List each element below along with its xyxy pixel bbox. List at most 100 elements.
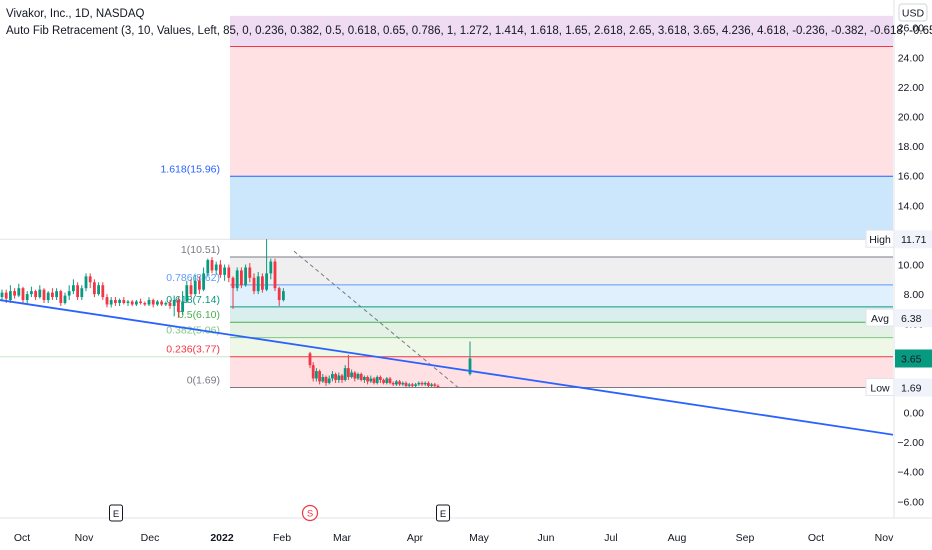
y-tick-label: −2.00	[897, 437, 924, 449]
candle	[189, 285, 193, 295]
candle	[17, 288, 21, 296]
symbol-title[interactable]: Vivakor, Inc., 1D, NASDAQ	[6, 8, 145, 20]
candle	[420, 382, 424, 385]
avg-badge-label: Avg	[871, 313, 889, 325]
candle	[130, 301, 134, 305]
trend-line	[0, 299, 894, 436]
earnings-event-icon[interactable]	[436, 504, 450, 522]
candle	[407, 384, 411, 386]
candle	[177, 300, 180, 312]
earnings-event-label: E	[440, 509, 446, 520]
candle	[369, 378, 373, 382]
candle	[109, 300, 113, 305]
split-event-label: S	[307, 509, 313, 520]
candle	[404, 382, 408, 386]
candle	[80, 288, 84, 298]
candle	[160, 301, 163, 305]
candle	[51, 292, 54, 298]
candle	[337, 375, 341, 380]
fib-zone	[230, 46, 893, 177]
candle	[143, 302, 147, 305]
candle	[311, 365, 315, 379]
candle	[172, 300, 176, 306]
candle	[427, 382, 430, 386]
candle	[198, 280, 201, 290]
candle	[244, 267, 247, 286]
fib-zone	[230, 356, 893, 388]
low-badge-label-box	[865, 378, 895, 396]
candle	[359, 374, 363, 380]
candle	[114, 300, 117, 303]
y-tick-label: 26.00	[898, 23, 924, 35]
candle	[46, 292, 50, 301]
candle	[366, 376, 369, 382]
candle	[414, 384, 417, 386]
candle	[282, 291, 285, 301]
fib-zone	[230, 256, 893, 285]
candle	[327, 378, 331, 383]
earnings-event-icon[interactable]	[109, 504, 123, 522]
fib-level-label: 0.5(6.10)	[178, 309, 220, 321]
candle	[382, 379, 385, 383]
candle	[347, 368, 350, 377]
currency-box	[898, 3, 928, 22]
candle	[401, 382, 405, 385]
candle	[156, 301, 159, 305]
candle	[30, 291, 33, 295]
candle	[423, 382, 427, 385]
high-badge-value: 11.71	[901, 234, 927, 246]
candle	[122, 300, 126, 303]
fib-zone	[230, 15, 893, 47]
candle	[398, 381, 401, 385]
y-tick-label: 18.00	[898, 141, 924, 153]
candle	[185, 285, 189, 302]
split-event-icon[interactable]	[301, 504, 319, 522]
candle	[436, 385, 440, 388]
candle	[118, 300, 121, 303]
x-tick-label: Feb	[273, 532, 291, 544]
candle	[231, 277, 235, 289]
candle	[411, 384, 414, 386]
candle	[13, 291, 16, 296]
y-tick-label: 10.00	[898, 260, 924, 272]
candle	[340, 375, 344, 380]
indicator-legend[interactable]: Auto Fib Retracement (3, 10, Values, Lef…	[6, 25, 932, 37]
x-tick-label: 2022	[210, 532, 234, 544]
candle	[252, 277, 256, 292]
currency-label: USD	[902, 8, 925, 20]
candle	[63, 295, 67, 303]
candle	[379, 376, 382, 380]
low-badge-value-box	[895, 378, 932, 397]
candle	[261, 276, 264, 290]
y-tick-label: 16.00	[898, 171, 924, 183]
x-tick-label: Mar	[333, 532, 352, 544]
candle	[227, 267, 231, 278]
candle	[223, 267, 226, 275]
candle	[59, 291, 63, 303]
high-badge-label-box	[865, 229, 895, 248]
price-axis	[894, 0, 932, 550]
candle	[9, 291, 12, 301]
candle	[210, 260, 214, 271]
x-tick-label: Oct	[808, 532, 824, 544]
candle	[240, 270, 243, 286]
candle	[321, 376, 325, 382]
candle	[84, 276, 88, 289]
candle	[42, 289, 46, 301]
candle	[388, 378, 392, 383]
candle	[248, 267, 252, 278]
x-tick-label: May	[469, 532, 490, 544]
candle	[273, 261, 277, 289]
candle	[55, 291, 58, 298]
candle	[214, 264, 218, 271]
candle	[97, 285, 100, 295]
candle	[38, 289, 42, 298]
y-tick-label: 8.00	[904, 289, 925, 301]
candle	[206, 260, 210, 274]
low-badge-value: 1.69	[901, 383, 922, 395]
candle	[72, 285, 75, 292]
candle	[0, 292, 4, 298]
y-tick-label: 24.00	[898, 52, 924, 64]
